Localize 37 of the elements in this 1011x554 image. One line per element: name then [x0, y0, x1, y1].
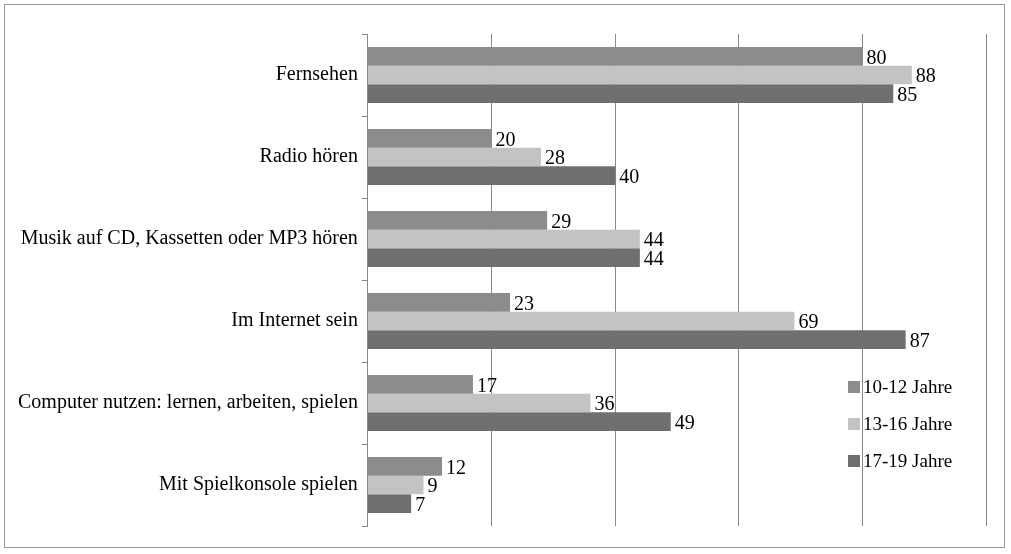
y-tick-label: Mit Spielkonsole spielen	[158, 472, 358, 496]
data-label: 28	[544, 146, 565, 169]
data-label: 69	[798, 310, 819, 333]
bar	[367, 229, 640, 249]
bar	[367, 475, 424, 495]
data-label: 20	[495, 127, 516, 150]
bar	[367, 393, 591, 413]
data-label: 17	[476, 373, 497, 396]
y-tick-label: Radio hören	[259, 144, 358, 167]
legend-label: 10-12 Jahre	[863, 375, 953, 398]
data-label: 36	[594, 392, 615, 415]
data-label: 23	[514, 291, 535, 314]
legend-label: 17-19 Jahre	[863, 449, 953, 472]
y-tick-label: Computer nutzen: lernen, arbeiten, spielen	[17, 390, 358, 414]
data-label: 9	[427, 474, 438, 497]
bar	[367, 166, 616, 185]
bar	[367, 494, 412, 513]
data-label: 49	[674, 410, 695, 433]
bar	[367, 248, 640, 267]
data-label: 80	[866, 45, 887, 68]
bar	[367, 330, 906, 349]
data-label: 88	[915, 64, 936, 87]
y-tick-label: Fernsehen	[275, 62, 358, 85]
data-label: 12	[446, 455, 467, 478]
data-label: 87	[909, 328, 930, 351]
legend-label: 13-16 Jahre	[863, 412, 953, 435]
data-label: 7	[415, 492, 426, 515]
bar	[367, 84, 894, 103]
bar	[367, 412, 671, 431]
data-label: 85	[897, 82, 918, 105]
bar	[367, 311, 795, 331]
y-tick-label: Im Internet sein	[231, 308, 358, 331]
bar	[367, 65, 912, 85]
bar	[367, 147, 541, 167]
data-label: 29	[551, 209, 572, 232]
y-tick-label: Musik auf CD, Kassetten oder MP3 hören	[20, 226, 358, 249]
data-label: 40	[619, 164, 640, 187]
